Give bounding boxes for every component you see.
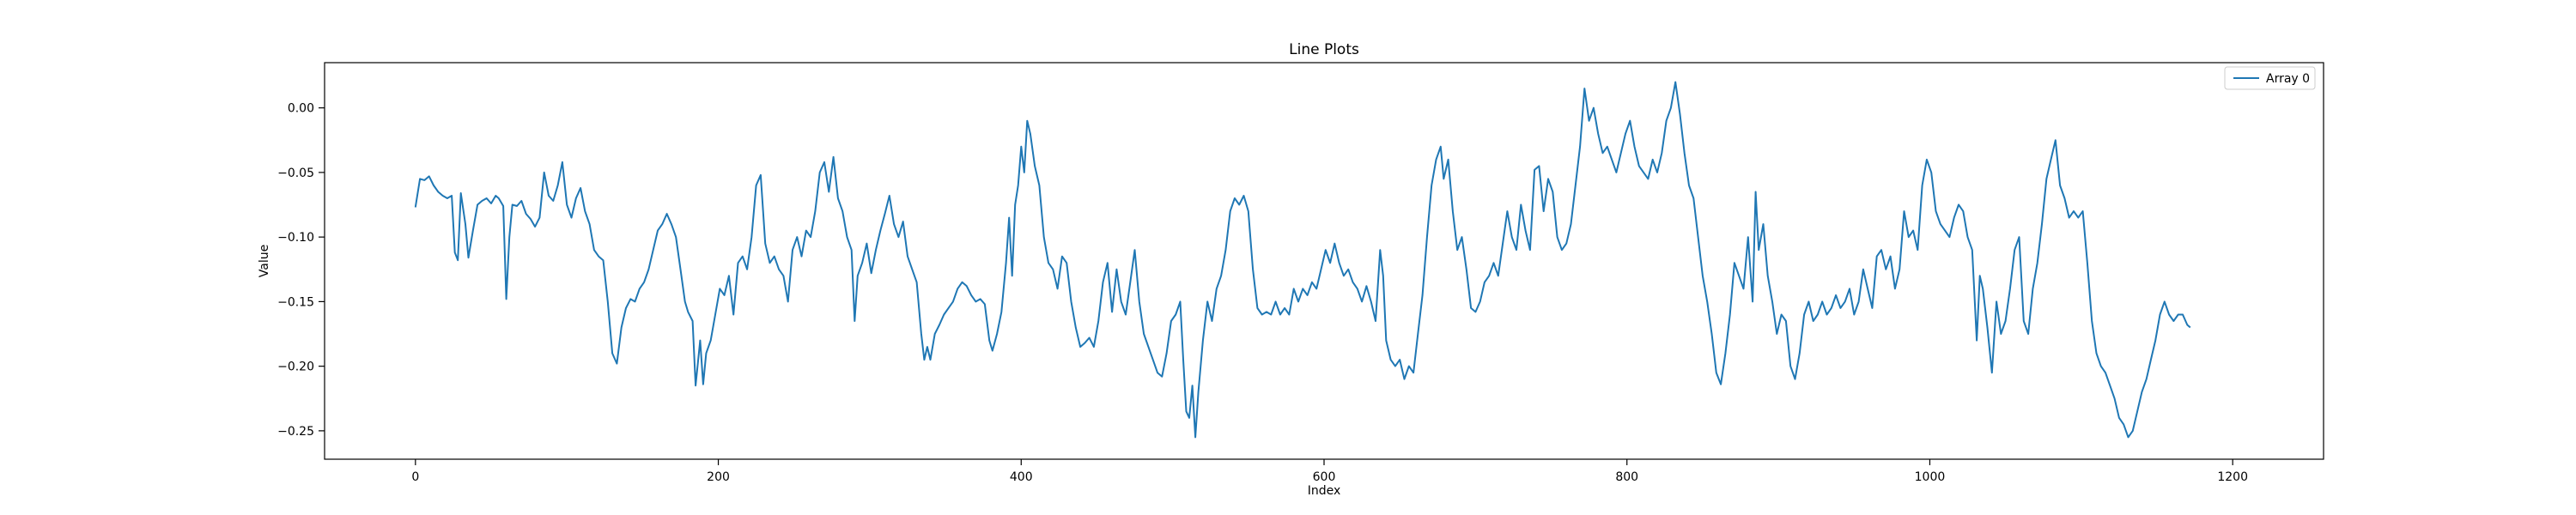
y-axis-label: Value	[258, 245, 271, 277]
x-tick-label: 0	[411, 470, 419, 484]
chart-title: Line Plots	[1289, 41, 1359, 58]
y-tick-label: −0.20	[277, 360, 314, 374]
x-axis: 0 200 400 600 800 1000 1200	[411, 459, 2248, 484]
x-tick-label: 600	[1313, 470, 1336, 484]
legend-box	[2224, 66, 2316, 90]
x-tick-label: 200	[707, 470, 730, 484]
x-tick-label: 400	[1010, 470, 1033, 484]
y-tick-label: −0.10	[277, 231, 314, 245]
y-tick-label: 0.00	[288, 102, 314, 116]
y-axis: 0.00 −0.05 −0.10 −0.15 −0.20 −0.25	[277, 102, 325, 439]
x-tick-label: 800	[1615, 470, 1638, 484]
legend: Array 0	[2224, 66, 2316, 90]
x-axis-label: Index	[1308, 484, 1341, 498]
series-line-array-0	[414, 81, 2191, 439]
plot-area: 0 200 400 600 800 1000 1200 0.00 −0.05 −0.10 −0.1…	[277, 62, 2324, 484]
x-tick-label: 1000	[1915, 470, 1946, 484]
y-tick-label: −0.15	[277, 295, 314, 309]
legend-label-array-0: Array 0	[2266, 72, 2310, 86]
y-tick-label: −0.05	[277, 167, 314, 180]
x-tick-label: 1200	[2217, 470, 2248, 484]
y-tick-label: −0.25	[277, 425, 314, 439]
